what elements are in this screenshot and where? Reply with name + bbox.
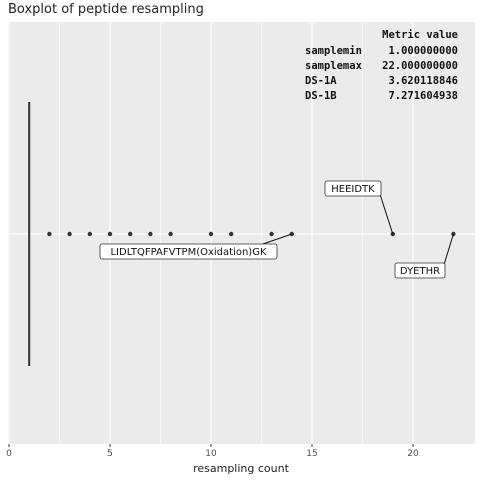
stats-value: 3.620118846: [388, 75, 458, 87]
x-axis: 0 5 10 15 20: [6, 444, 419, 459]
minor-gridlines: [59, 22, 363, 444]
stats-table: Metric value samplemin 1.000000000 samplema…: [305, 29, 458, 102]
outlier-point: [67, 231, 72, 237]
outlier-point: [269, 231, 274, 237]
outlier-point: [148, 231, 153, 237]
x-tick-label: 20: [407, 449, 419, 459]
x-tick-label: 10: [205, 449, 217, 459]
outlier-point: [168, 231, 173, 237]
stats-metric: DS-1B: [305, 90, 337, 102]
outlier-points: [47, 231, 456, 237]
annotation-label: DYETHR: [400, 266, 440, 277]
x-tick-label: 15: [306, 449, 317, 459]
annotation-label: LIDLTQFPAFVTPM(Oxidation)GK: [110, 247, 266, 258]
outlier-point: [208, 231, 214, 237]
stats-value: 7.271604938: [388, 90, 458, 102]
annotation-box: [394, 262, 446, 279]
stats-metric: DS-1A: [305, 75, 337, 87]
stats-metric: samplemin: [305, 45, 362, 57]
stats-header: Metric value: [382, 29, 458, 41]
outlier-point: [47, 231, 52, 237]
annotation-box: [99, 243, 278, 260]
outlier-point: [87, 231, 93, 237]
annotation-box: [324, 180, 382, 197]
stats-metric: samplemax: [305, 60, 363, 72]
outlier-point: [229, 231, 234, 237]
annotations: LIDLTQFPAFVTPM(Oxidation)GK HEEIDTK DYETHR: [99, 180, 454, 279]
annotation-label: HEEIDTK: [331, 184, 375, 195]
outlier-point: [107, 231, 113, 237]
x-tick-label: 0: [6, 449, 12, 459]
annotation-leader-line: [442, 233, 454, 269]
plot-panel: [8, 22, 475, 444]
chart-title: Boxplot of peptide resampling: [8, 2, 204, 17]
x-tick-label: 5: [107, 449, 113, 459]
stats-value: 1.000000000: [388, 45, 458, 57]
x-axis-label: resampling count: [193, 462, 290, 475]
stats-value: 22.000000000: [382, 60, 458, 72]
annotation-leader-line: [262, 233, 292, 245]
outlier-point: [128, 231, 133, 237]
